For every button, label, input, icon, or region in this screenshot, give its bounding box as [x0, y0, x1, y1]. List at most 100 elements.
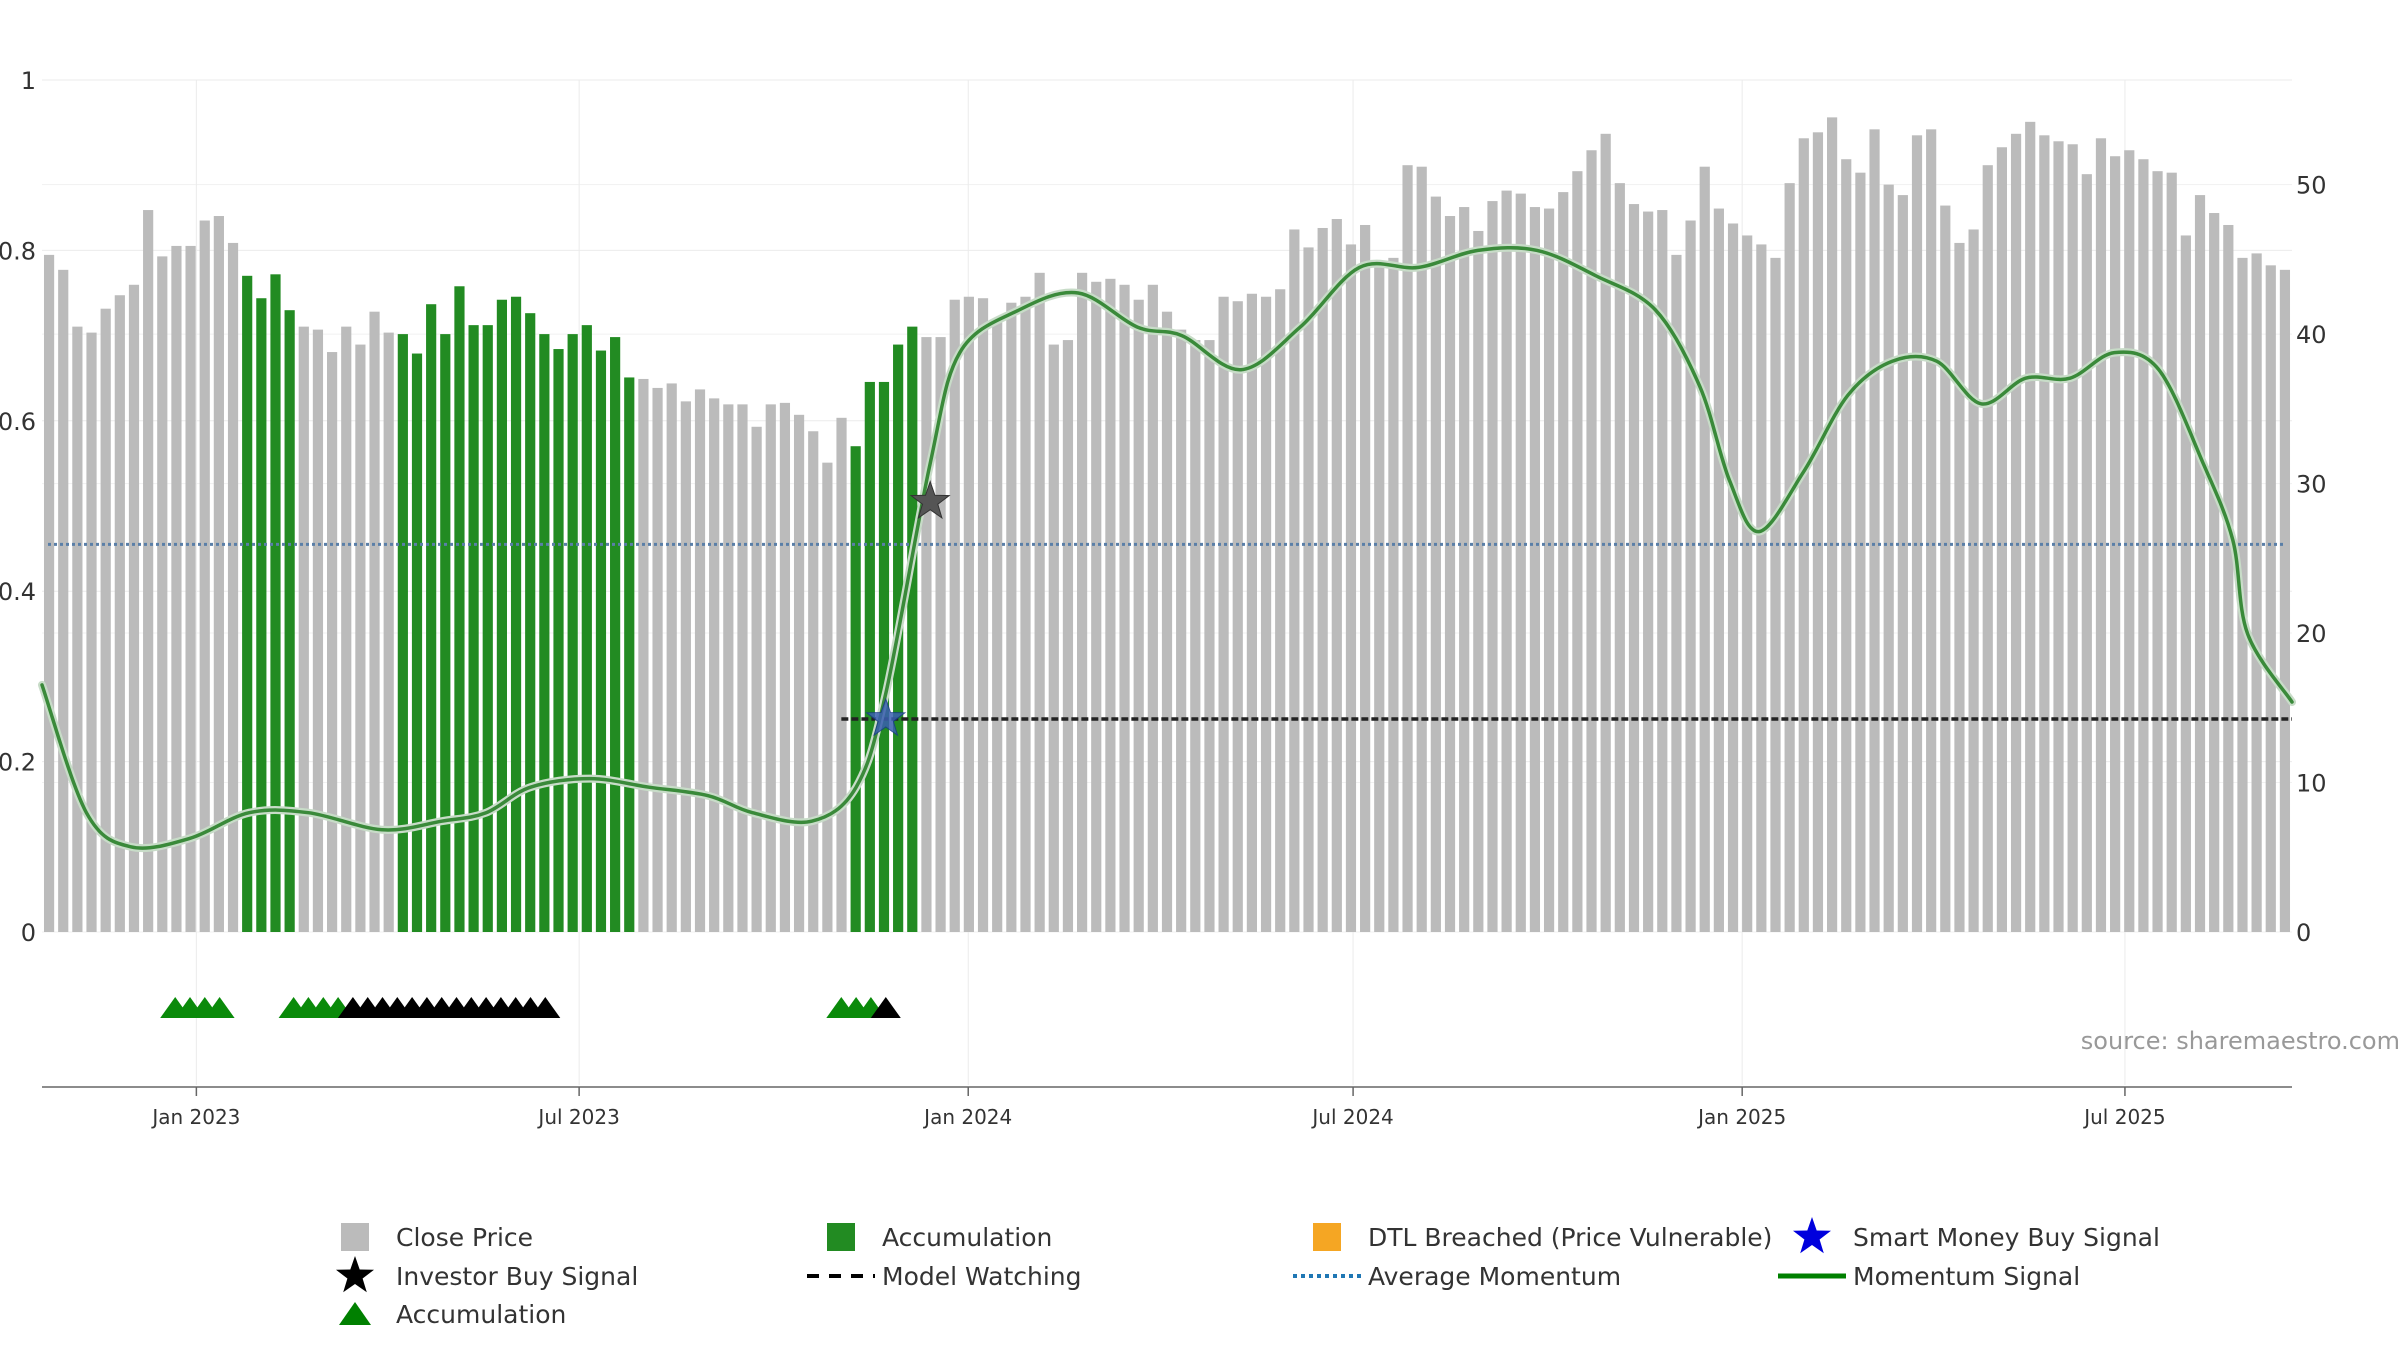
accumulation-bar [553, 349, 564, 932]
close-price-bar [935, 337, 946, 933]
close-price-bar [2081, 174, 2092, 933]
accumulation-bar [496, 299, 507, 933]
close-price-bar [1218, 296, 1229, 932]
close-price-bar [836, 417, 847, 932]
close-price-bar [1105, 278, 1116, 932]
x-axis-tick-label: Jan 2025 [1696, 1105, 1786, 1129]
legend-star-icon [1793, 1217, 1831, 1254]
close-price-bar [2166, 172, 2177, 933]
legend-item: Average Momentum [1293, 1262, 1621, 1291]
legend-item: Model Watching [807, 1262, 1082, 1291]
close-price-bar [312, 329, 324, 932]
close-price-bar [1827, 117, 1838, 933]
smart-money-buy-signal-star [865, 697, 907, 737]
close-price-bar [2039, 135, 2050, 932]
close-price-bar [1077, 272, 1088, 932]
close-price-bar [1756, 244, 1767, 933]
right-axis-tick-label: 40 [2296, 321, 2327, 349]
close-price-bar [1147, 284, 1158, 932]
close-price-bar [1289, 229, 1300, 933]
legend-item: Accumulation [339, 1300, 566, 1329]
close-price-bar [2010, 133, 2022, 932]
close-price-bar [355, 344, 366, 932]
close-price-bar [72, 326, 83, 932]
close-price-bar [143, 210, 154, 933]
close-price-bar [1699, 166, 1710, 932]
close-price-bar [709, 398, 720, 932]
close-price-bar [1360, 224, 1371, 933]
close-price-bar [638, 378, 649, 932]
close-price-bar [1402, 165, 1413, 932]
right-axis-tick-label: 20 [2296, 620, 2327, 648]
close-price-bar [737, 404, 748, 932]
legend-label: Smart Money Buy Signal [1853, 1223, 2160, 1252]
close-price-bar [1897, 195, 1908, 933]
left-axis-tick-label: 0.6 [0, 408, 36, 436]
accumulation-bar [624, 377, 635, 932]
left-axis-tick-label: 0.8 [0, 237, 36, 265]
close-price-bar [1543, 208, 1555, 933]
close-price-bar [58, 269, 69, 933]
source-label: source: sharemaestro.com [2081, 1027, 2400, 1055]
close-price-bar [1048, 344, 1059, 932]
accumulation-bar [525, 313, 536, 932]
accumulation-bar [426, 304, 437, 933]
accumulation-bar [468, 325, 479, 932]
close-price-bar [369, 311, 380, 932]
close-price-bar [1416, 166, 1427, 932]
close-price-bar [1869, 129, 1880, 932]
accumulation-bar [284, 310, 295, 932]
accumulation-bar [581, 325, 592, 932]
close-price-bar [1742, 235, 1753, 932]
accumulation-bar [411, 353, 423, 932]
close-price-bar [1558, 192, 1569, 933]
close-price-bar [751, 426, 762, 932]
close-price-bar [1926, 129, 1937, 932]
legend-item: DTL Breached (Price Vulnerable) [1313, 1223, 1772, 1252]
close-price-bar [1982, 165, 1993, 932]
close-price-bar [963, 296, 974, 932]
close-price-bar [86, 332, 97, 932]
investor-buy-signal-star [909, 480, 951, 520]
close-price-bar [157, 256, 168, 932]
close-price-bar [1430, 196, 1441, 933]
close-price-bar [1515, 193, 1526, 933]
legend-label: Accumulation [882, 1223, 1052, 1252]
x-axis-tick-label: Jul 2024 [1310, 1105, 1393, 1129]
legend-label: Momentum Signal [1853, 1262, 2080, 1291]
close-price-bar [1841, 159, 1852, 933]
close-price-bar [383, 332, 394, 932]
close-price-bar [185, 245, 196, 933]
close-price-bar [1020, 296, 1031, 932]
close-price-bar [1968, 229, 1979, 933]
close-price-bar [652, 387, 663, 932]
close-price-bar [2223, 224, 2234, 933]
close-price-bar [1133, 299, 1144, 933]
close-price-bar [1685, 220, 1696, 932]
legend-label: Average Momentum [1368, 1262, 1621, 1291]
close-price-bar [694, 389, 706, 932]
momentum-signal-line [40, 245, 2294, 850]
close-price-bar [43, 254, 55, 932]
close-price-bar [2053, 141, 2064, 932]
close-price-bar [1614, 183, 1625, 932]
close-price-bar [779, 402, 791, 932]
close-price-bar [1529, 207, 1541, 933]
accumulation-bar [878, 381, 890, 932]
close-price-bar [227, 242, 239, 932]
close-price-bar [1459, 207, 1470, 933]
momentum-signal-line [38, 243, 2296, 853]
close-price-bar [1628, 204, 1640, 932]
legend-star-icon [336, 1256, 374, 1293]
close-price-bar [1303, 247, 1314, 932]
close-price-bar [2067, 144, 2078, 932]
legend-label: Accumulation [396, 1300, 566, 1329]
left-axis-tick-label: 0.2 [0, 749, 36, 777]
left-axis-ticks: 0 0.2 0.4 0.6 0.8 1 [0, 67, 36, 947]
close-price-bar [680, 401, 691, 932]
close-price-bar [2110, 156, 2121, 933]
accumulation-bar [539, 334, 550, 932]
close-price-bar [2209, 213, 2220, 932]
legend-square-icon [341, 1223, 369, 1251]
accumulation-bar [864, 381, 875, 932]
